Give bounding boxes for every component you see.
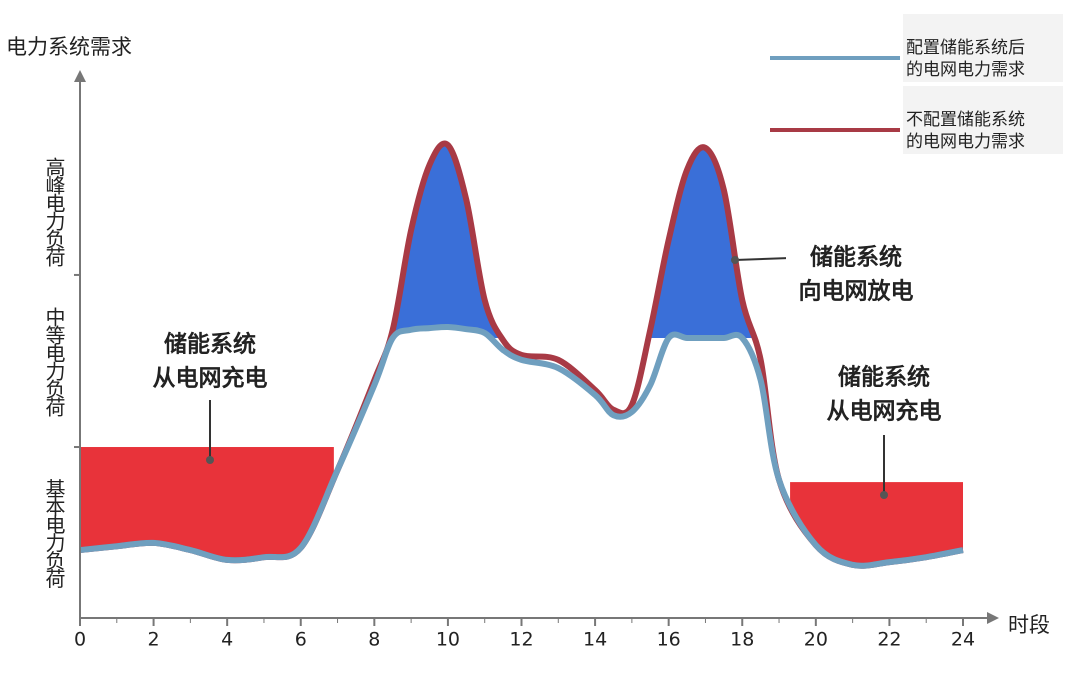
annotation: 储能系统 bbox=[838, 364, 930, 391]
x-tick-label: 24 bbox=[951, 629, 975, 651]
legend-line: 的电网电力需求 bbox=[906, 60, 1025, 80]
x-tick-label: 8 bbox=[368, 629, 380, 651]
y-arrow bbox=[74, 70, 86, 82]
x-tick-label: 10 bbox=[436, 629, 460, 651]
pointer-dot bbox=[880, 491, 888, 499]
under-area bbox=[80, 326, 963, 618]
annotation: 储能系统 bbox=[810, 244, 902, 271]
x-tick-label: 14 bbox=[583, 629, 607, 651]
band-label: 高峰电力负荷 bbox=[42, 156, 66, 266]
legend-label: 不配置储能系统的电网电力需求 bbox=[906, 110, 1025, 152]
annotation-bg bbox=[786, 240, 926, 274]
annotation: 从电网充电 bbox=[827, 398, 942, 425]
annotation-bg bbox=[814, 394, 954, 428]
annotation: 向电网放电 bbox=[799, 278, 914, 305]
x-axis-title: 时段 bbox=[1008, 613, 1050, 637]
x-tick-label: 2 bbox=[148, 629, 160, 651]
legend-label: 配置储能系统后的电网电力需求 bbox=[906, 38, 1025, 80]
annotation-bg bbox=[814, 360, 954, 394]
legend-line: 的电网电力需求 bbox=[906, 132, 1025, 152]
x-tick-label: 12 bbox=[509, 629, 533, 651]
legend-bg bbox=[903, 14, 1063, 82]
pointer-dot bbox=[206, 456, 214, 464]
annotation-bg bbox=[786, 274, 926, 308]
x-tick-label: 20 bbox=[804, 629, 828, 651]
x-tick-label: 4 bbox=[221, 629, 233, 651]
x-tick-label: 18 bbox=[730, 629, 754, 651]
legend-bg bbox=[903, 86, 1063, 154]
legend-line: 不配置储能系统 bbox=[906, 110, 1025, 130]
y-axis-title: 电力系统需求 bbox=[6, 35, 132, 59]
x-arrow bbox=[987, 612, 999, 624]
legend-line: 配置储能系统后 bbox=[906, 38, 1025, 58]
annotation: 从电网充电 bbox=[153, 365, 268, 392]
x-tick-label: 16 bbox=[657, 629, 681, 651]
annotation: 储能系统 bbox=[164, 331, 256, 358]
pointer-dot bbox=[731, 256, 739, 264]
x-tick-label: 0 bbox=[74, 629, 86, 651]
band-label: 基本电力负荷 bbox=[42, 478, 66, 588]
band-label: 中等电力负荷 bbox=[42, 307, 66, 417]
pointer bbox=[734, 257, 791, 261]
x-tick-label: 6 bbox=[295, 629, 307, 651]
x-tick-label: 22 bbox=[877, 629, 901, 651]
annotation-bg bbox=[140, 327, 280, 361]
series-line bbox=[79, 323, 964, 569]
annotation-bg bbox=[140, 361, 280, 395]
